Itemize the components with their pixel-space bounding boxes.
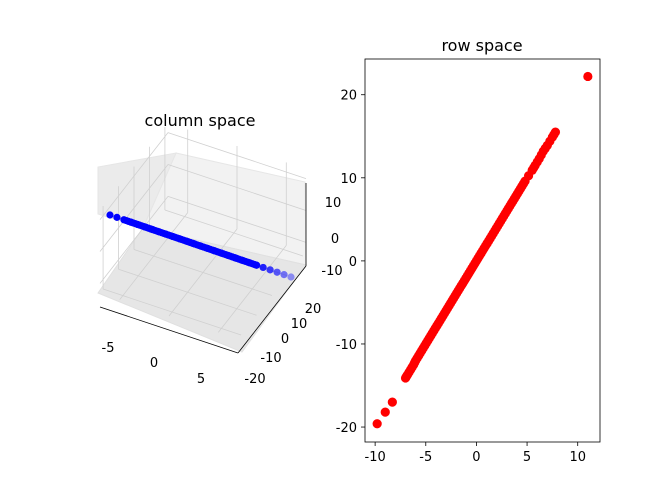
column-space-point [266,266,274,274]
grid-line [99,196,169,284]
grid-line [167,196,307,243]
column-space-point [287,273,295,281]
y-tick-label: 10 [340,172,357,187]
row-space-point [583,71,593,82]
grid-line [99,164,169,252]
column-space-point [253,261,261,269]
column-space-point [106,211,114,219]
row-space-points [372,71,593,429]
x-tick-label: 10 [569,450,586,465]
row-space-point [380,407,390,417]
z3d-tick-label: 10 [325,196,342,211]
row-space-title: row space [441,36,522,55]
y-tick-label: -10 [336,338,357,353]
grid-3d [99,126,307,336]
column-space-title: column space [145,111,256,130]
row-space-point [532,157,542,167]
row-space-point [540,143,550,153]
grid-line [99,132,169,220]
y3d-tick-label: -20 [244,372,265,387]
row-space-point [545,136,555,146]
y-axis-3d [237,265,307,354]
row-space-point [387,397,397,407]
grid-line [118,268,257,316]
row-space-frame [364,58,601,443]
grid-line [102,288,242,336]
column-space-point [113,213,121,221]
y-tick-label: 20 [340,89,357,104]
y3d-tick-label: 10 [291,317,308,332]
axis-lines-3d [99,183,307,354]
x-tick-label: 0 [472,450,480,465]
x-axis-3d [99,306,239,354]
x3d-tick-label: 5 [197,372,205,387]
row-space-axes: row space -10 -5 0 5 10 -20 -10 0 10 20 [336,36,601,465]
grid-line [164,209,304,257]
row-space-point [523,171,534,181]
ticks-2d: -10 -5 0 5 10 -20 -10 0 10 20 [336,89,586,465]
column-space-points [106,211,295,281]
y3d-tick-label: -10 [260,351,281,366]
row-space-point [536,150,546,160]
z3d-tick-label: -10 [321,264,342,279]
x-tick-label: -10 [365,450,386,465]
y3d-tick-label: 0 [281,332,289,347]
x3d-tick-label: -5 [102,341,115,356]
y-tick-label: -20 [336,421,357,436]
y3d-tick-label: 20 [305,302,322,317]
x-tick-label: -5 [419,450,432,465]
x3d-tick-label: 0 [150,356,158,371]
column-space-point [280,271,288,279]
grid-line [167,132,307,179]
column-space-point [259,263,267,272]
grid-line [133,249,273,296]
z3d-tick-label: 0 [331,232,339,247]
row-space-point [518,179,529,189]
grid-line [167,164,307,211]
row-space-point [549,130,559,140]
row-space-point [372,419,382,429]
x-tick-label: 5 [523,450,531,465]
column-space-point [273,268,281,276]
y-tick-label: 0 [349,255,357,270]
